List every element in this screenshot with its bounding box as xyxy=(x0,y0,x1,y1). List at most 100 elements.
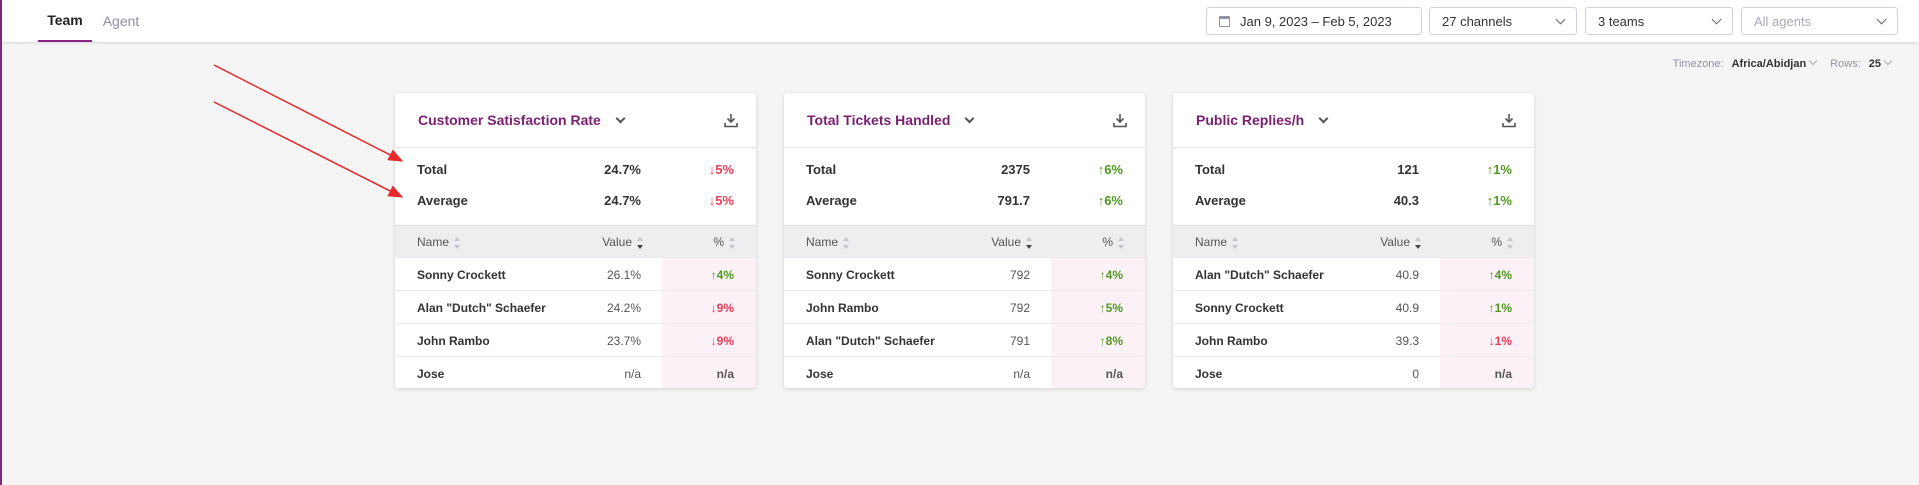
column-value[interactable]: Value xyxy=(602,235,644,249)
agent-name: John Rambo xyxy=(1195,334,1268,348)
column-name[interactable]: Name xyxy=(806,235,850,249)
metric-card: Customer Satisfaction Rate Total 24.7% ↓… xyxy=(395,93,756,388)
timezone-label: Timezone: xyxy=(1672,58,1724,70)
agent-change: ↓9% xyxy=(710,301,734,315)
download-icon[interactable] xyxy=(1113,113,1127,128)
column-name[interactable]: Name xyxy=(1195,235,1239,249)
summary-total-row: Total 2375 ↑6% xyxy=(784,154,1145,185)
sort-icon xyxy=(1506,236,1514,249)
sort-icon xyxy=(1117,236,1125,249)
agent-value: 791 xyxy=(1009,334,1030,348)
pct-cell-bg xyxy=(1440,258,1534,290)
tab-agent[interactable]: Agent xyxy=(102,13,140,29)
sort-icon xyxy=(1231,236,1239,249)
card-header: Customer Satisfaction Rate xyxy=(395,93,756,148)
summary-average-row: Average 24.7% ↓5% xyxy=(395,185,756,216)
sort-desc-icon xyxy=(1025,236,1033,249)
table-body: Sonny Crockett 26.1% ↑4% Alan "Dutch" Sc… xyxy=(395,257,756,388)
table-header: Name Value % xyxy=(784,225,1145,257)
card-title[interactable]: Public Replies/h xyxy=(1196,112,1305,128)
table-header: Name Value % xyxy=(395,225,756,257)
agent-name: Sonny Crockett xyxy=(1195,301,1284,315)
agent-change: ↑4% xyxy=(1488,268,1512,282)
agent-name: Sonny Crockett xyxy=(417,268,506,282)
metric-card: Total Tickets Handled Total 2375 ↑6% Ave… xyxy=(784,93,1145,388)
agent-value: 792 xyxy=(1009,301,1030,315)
pct-cell-bg xyxy=(1051,291,1145,323)
column-pct[interactable]: % xyxy=(1102,235,1125,249)
table-row: Alan "Dutch" Schaefer 791 ↑8% xyxy=(784,323,1145,356)
pct-cell-bg xyxy=(1440,291,1534,323)
average-value: 791.7 xyxy=(997,193,1030,208)
annotation-arrow xyxy=(213,64,404,162)
agent-value: 26.1% xyxy=(606,268,641,282)
card-header: Public Replies/h xyxy=(1173,93,1534,148)
summary-average-row: Average 40.3 ↑1% xyxy=(1173,185,1534,216)
column-value[interactable]: Value xyxy=(991,235,1033,249)
date-range-picker[interactable]: Jan 9, 2023 – Feb 5, 2023 xyxy=(1206,7,1422,35)
summary-total-row: Total 121 ↑1% xyxy=(1173,154,1534,185)
agents-placeholder: All agents xyxy=(1754,13,1812,29)
rows-select[interactable]: 25 xyxy=(1869,56,1897,70)
table-body: Sonny Crockett 792 ↑4% John Rambo 792 ↑5… xyxy=(784,257,1145,388)
column-value-label: Value xyxy=(1380,235,1410,249)
agents-select[interactable]: All agents xyxy=(1741,7,1898,35)
table-row: John Rambo 792 ↑5% xyxy=(784,290,1145,323)
chevron-down-icon xyxy=(1711,14,1722,25)
agent-change: n/a xyxy=(1494,367,1512,381)
download-icon[interactable] xyxy=(1502,113,1516,128)
total-change: ↑1% xyxy=(1486,162,1512,177)
agent-value: 24.2% xyxy=(606,301,641,315)
agent-value: n/a xyxy=(624,367,641,381)
pct-cell-bg xyxy=(662,357,756,388)
summary-total-row: Total 24.7% ↓5% xyxy=(395,154,756,185)
table-row: Sonny Crockett 40.9 ↑1% xyxy=(1173,290,1534,323)
teams-select[interactable]: 3 teams xyxy=(1585,7,1733,35)
chevron-down-icon[interactable] xyxy=(1318,113,1329,123)
chevron-down-icon[interactable] xyxy=(615,113,626,123)
average-label: Average xyxy=(1195,193,1246,208)
agent-name: John Rambo xyxy=(417,334,490,348)
pct-cell-bg xyxy=(662,258,756,290)
agent-change: n/a xyxy=(1105,367,1123,381)
column-value[interactable]: Value xyxy=(1380,235,1422,249)
sort-icon xyxy=(728,236,736,249)
total-change: ↑6% xyxy=(1097,162,1123,177)
column-name[interactable]: Name xyxy=(417,235,461,249)
table-row: John Rambo 23.7% ↓9% xyxy=(395,323,756,356)
card-header: Total Tickets Handled xyxy=(784,93,1145,148)
column-pct[interactable]: % xyxy=(713,235,736,249)
summary-block: Total 2375 ↑6% Average 791.7 ↑6% xyxy=(784,148,1145,225)
total-change: ↓5% xyxy=(708,162,734,177)
table-options: Timezone: Africa/Abidjan Rows: 25 xyxy=(1672,56,1897,70)
column-pct-label: % xyxy=(1102,235,1113,249)
agent-change: n/a xyxy=(716,367,734,381)
table-row: Sonny Crockett 792 ↑4% xyxy=(784,257,1145,290)
chevron-down-icon xyxy=(1883,56,1893,66)
channels-select[interactable]: 27 channels xyxy=(1429,7,1577,35)
column-value-label: Value xyxy=(602,235,632,249)
tab-team[interactable]: Team xyxy=(38,0,92,42)
download-icon[interactable] xyxy=(724,113,738,128)
annotation-arrow xyxy=(213,101,404,198)
sort-icon xyxy=(842,236,850,249)
summary-block: Total 121 ↑1% Average 40.3 ↑1% xyxy=(1173,148,1534,225)
chevron-down-icon[interactable] xyxy=(964,113,975,123)
agent-name: Jose xyxy=(806,367,834,381)
agent-value: 40.9 xyxy=(1395,301,1419,315)
average-change: ↑1% xyxy=(1486,193,1512,208)
table-body: Alan "Dutch" Schaefer 40.9 ↑4% Sonny Cro… xyxy=(1173,257,1534,388)
column-pct[interactable]: % xyxy=(1491,235,1514,249)
agent-change: ↑4% xyxy=(1099,268,1123,282)
average-change: ↓5% xyxy=(708,193,734,208)
pct-cell-bg xyxy=(1051,258,1145,290)
agent-value: 792 xyxy=(1009,268,1030,282)
chevron-down-icon xyxy=(1876,14,1887,25)
card-title[interactable]: Customer Satisfaction Rate xyxy=(418,112,601,128)
timezone-value: Africa/Abidjan xyxy=(1731,58,1807,70)
column-pct-label: % xyxy=(713,235,724,249)
card-title[interactable]: Total Tickets Handled xyxy=(807,112,951,128)
timezone-select[interactable]: Africa/Abidjan xyxy=(1731,56,1823,70)
total-label: Total xyxy=(417,162,448,177)
total-label: Total xyxy=(1195,162,1226,177)
